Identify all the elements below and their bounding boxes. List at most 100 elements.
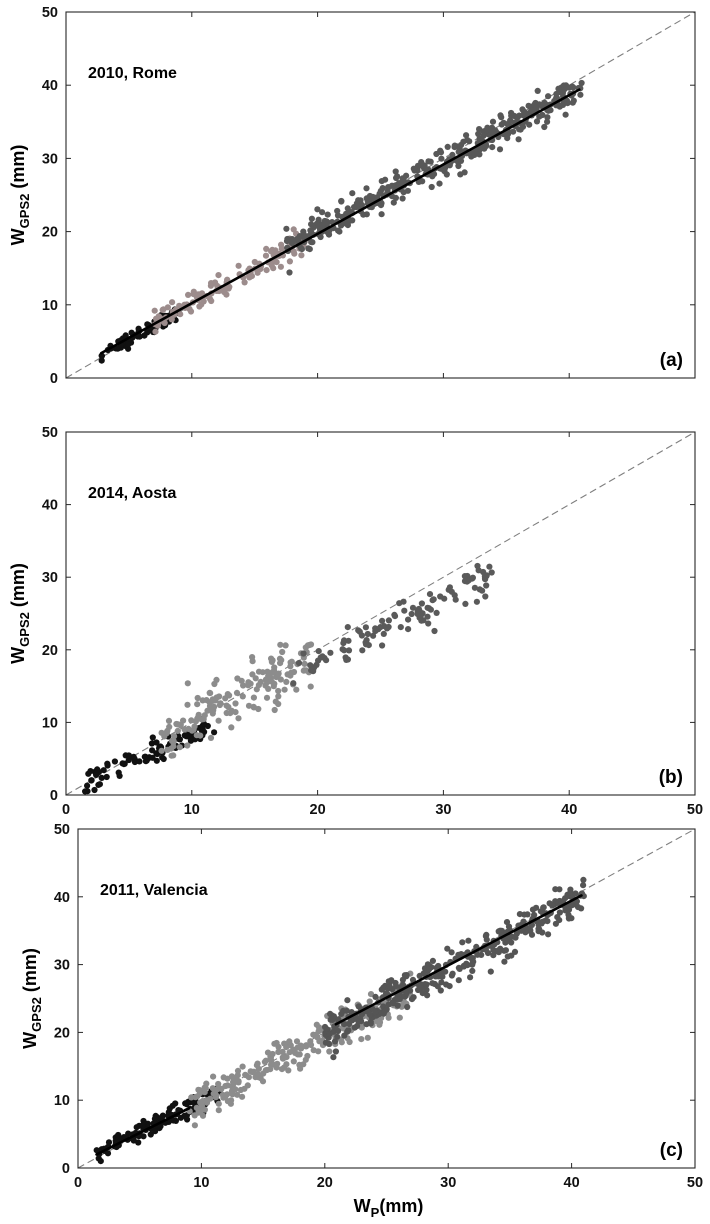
data-point	[432, 973, 439, 980]
data-point	[549, 902, 556, 909]
data-point	[82, 788, 89, 795]
data-point	[405, 616, 412, 623]
data-point	[519, 106, 526, 113]
data-point	[487, 968, 494, 975]
y-tick-label: 20	[54, 1025, 70, 1041]
data-point	[360, 211, 367, 218]
data-point	[516, 911, 524, 918]
data-point	[367, 1020, 374, 1027]
x-tick-label: 10	[184, 802, 200, 818]
data-point	[200, 298, 207, 305]
data-point	[191, 1122, 198, 1129]
data-point	[253, 1062, 260, 1069]
data-point	[163, 730, 170, 737]
data-point	[245, 682, 252, 689]
data-point	[509, 128, 517, 135]
data-point	[338, 197, 345, 205]
data-point	[188, 717, 195, 724]
data-point	[232, 700, 239, 707]
data-point	[379, 617, 386, 625]
x-tick-label: 20	[317, 1175, 333, 1191]
data-point	[380, 630, 387, 638]
data-point	[410, 165, 417, 172]
data-point	[267, 674, 274, 682]
data-point	[541, 99, 548, 106]
data-point	[234, 1091, 241, 1098]
data-point	[174, 727, 181, 735]
data-point	[377, 624, 384, 631]
data-point	[88, 777, 95, 784]
data-point	[275, 1048, 282, 1056]
data-point	[298, 252, 305, 259]
data-point	[409, 604, 417, 611]
data-point	[304, 642, 311, 649]
data-point	[195, 711, 202, 718]
data-point	[344, 1028, 351, 1035]
data-point	[565, 911, 572, 919]
panel-1: 0 10 20 30 40 50 2010, Rome (a) WGPS2 (mm)	[8, 5, 696, 387]
data-point	[238, 677, 245, 685]
data-point	[503, 919, 511, 926]
data-point	[382, 176, 389, 183]
data-point	[568, 902, 575, 909]
data-point	[552, 886, 559, 893]
data-point	[282, 642, 289, 649]
data-point	[215, 1107, 222, 1114]
data-point	[358, 1024, 365, 1031]
data-point	[332, 1048, 339, 1055]
data-point	[397, 624, 404, 631]
data-point	[261, 1058, 268, 1065]
x-tick-label: 20	[310, 802, 326, 818]
data-point	[84, 782, 91, 789]
data-point	[327, 649, 334, 656]
data-point	[498, 121, 505, 128]
identity-line	[77, 828, 696, 1169]
data-point	[580, 882, 587, 889]
data-point	[233, 689, 241, 697]
data-point	[314, 206, 321, 213]
data-point	[273, 259, 280, 266]
panel-label: (b)	[659, 767, 683, 788]
data-point	[278, 1066, 286, 1073]
data-point	[216, 701, 223, 709]
data-point	[105, 1139, 113, 1146]
data-point	[459, 939, 466, 946]
data-point	[512, 934, 519, 941]
data-point	[391, 613, 399, 620]
data-point	[145, 755, 152, 762]
data-point	[578, 79, 585, 87]
data-point	[509, 112, 516, 119]
data-point	[228, 724, 235, 731]
data-point	[388, 977, 395, 984]
data-point	[98, 352, 105, 359]
data-point	[251, 258, 258, 266]
data-point	[331, 1038, 339, 1045]
data-point	[294, 1044, 301, 1051]
data-point	[385, 623, 392, 631]
data-point	[222, 695, 229, 702]
data-point	[255, 705, 262, 713]
data-point	[570, 84, 577, 91]
data-point	[262, 252, 270, 259]
data-point	[214, 1086, 221, 1093]
data-point	[203, 697, 210, 704]
data-point	[392, 168, 399, 175]
data-point	[545, 931, 552, 938]
data-point	[295, 235, 302, 242]
data-point	[428, 183, 435, 191]
data-point	[313, 1021, 320, 1028]
data-point	[547, 107, 554, 114]
data-point	[268, 658, 275, 666]
x-tick-label: 50	[687, 802, 703, 818]
axes-frame	[77, 828, 696, 1169]
data-point	[431, 627, 438, 635]
data-point	[315, 1048, 322, 1055]
data-point	[232, 1086, 239, 1093]
data-point	[286, 269, 293, 276]
data-point	[209, 697, 216, 705]
fit-line	[95, 1107, 191, 1156]
data-point	[433, 609, 440, 617]
data-point	[160, 755, 167, 763]
data-point	[476, 126, 483, 133]
data-point	[372, 1009, 379, 1016]
